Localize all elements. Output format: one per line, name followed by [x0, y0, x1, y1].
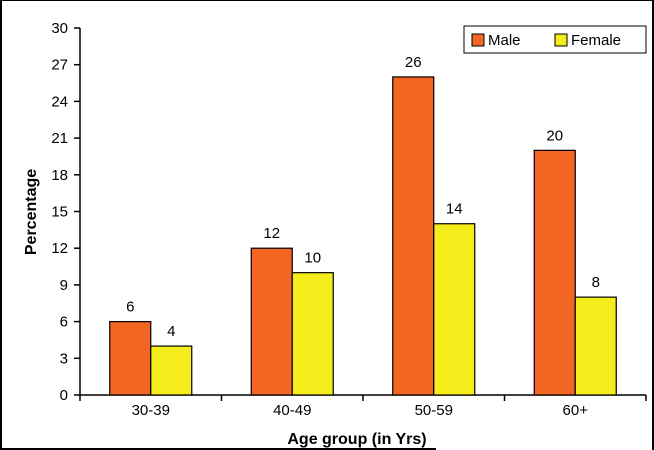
data-label-female-40-49: 10 [304, 250, 321, 267]
y-tick-label: 15 [51, 204, 68, 221]
y-tick-label: 21 [51, 130, 68, 147]
y-tick-label: 0 [60, 387, 68, 404]
y-tick-label: 24 [51, 93, 68, 110]
bar-male-40-49 [251, 248, 292, 395]
data-label-male-50-59: 26 [405, 54, 422, 71]
bar-female-40-49 [292, 273, 333, 395]
y-axis-title: Percentage [23, 169, 40, 255]
data-label-male-40-49: 12 [263, 225, 280, 242]
y-tick-label: 27 [51, 57, 68, 74]
data-label-female-60+: 8 [592, 274, 600, 291]
data-label-female-30-39: 4 [167, 323, 175, 340]
y-tick-label: 18 [51, 167, 68, 184]
bar-female-30-39 [151, 346, 192, 395]
data-label-male-60+: 20 [546, 127, 563, 144]
plot-area: 0 3 6 9 12 15 18 21 24 27 30 30-39 6 4 40-49 12 10 50-59 2… [51, 20, 646, 419]
bar-male-60+ [534, 150, 575, 395]
y-tick-label: 12 [51, 240, 68, 257]
bar-male-30-39 [110, 322, 151, 395]
x-tick-label: 40-49 [273, 402, 311, 419]
legend-label-male: Male [488, 32, 521, 49]
y-tick-label: 3 [60, 350, 68, 367]
bar-female-50-59 [434, 224, 475, 395]
legend-swatch-male [472, 34, 484, 46]
bar-female-60+ [575, 297, 616, 395]
data-label-male-30-39: 6 [126, 299, 134, 316]
x-tick-label: 50-59 [415, 402, 453, 419]
y-tick-label: 30 [51, 20, 68, 37]
legend-label-female: Female [571, 32, 621, 49]
x-axis-title: Age group (in Yrs) [287, 431, 426, 448]
y-tick-label: 6 [60, 314, 68, 331]
legend: Male Female [464, 26, 646, 53]
bar-male-50-59 [393, 77, 434, 395]
x-tick-label: 60+ [563, 402, 589, 419]
legend-swatch-female [555, 34, 567, 46]
y-tick-label: 9 [60, 277, 68, 294]
x-tick-label: 30-39 [132, 402, 170, 419]
data-label-female-50-59: 14 [446, 201, 463, 218]
